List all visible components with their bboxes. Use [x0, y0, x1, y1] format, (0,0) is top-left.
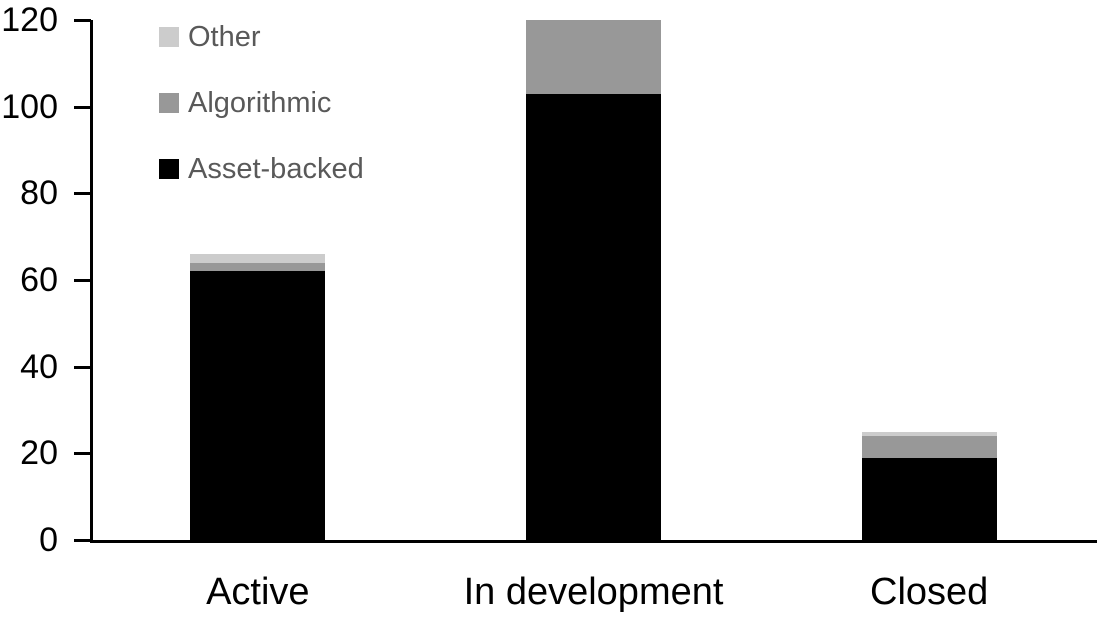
bar-segment-algorithmic [190, 262, 326, 272]
bar-segment-asset-backed [861, 457, 997, 540]
x-category-label: Active [206, 571, 310, 613]
plot-area: Other Algorithmic Asset-backed [90, 20, 1097, 543]
legend-swatch-other [159, 27, 179, 47]
bar-segment-algorithmic [861, 436, 997, 458]
bar-closed [861, 431, 997, 540]
legend-item-asset-backed: Asset-backed [159, 153, 364, 185]
x-category-label: Closed [870, 571, 989, 613]
y-tick-mark [74, 365, 91, 369]
y-tick-mark [74, 192, 91, 196]
y-tick-label: 60 [20, 261, 58, 299]
bar-segment-asset-backed [526, 93, 661, 540]
legend-swatch-algorithmic [159, 93, 179, 113]
legend-label: Algorithmic [188, 86, 332, 119]
y-tick-label: 40 [20, 347, 58, 386]
y-tick-label: 80 [20, 174, 58, 213]
bar-segment-other [861, 431, 997, 436]
x-category-label: In development [463, 571, 724, 613]
y-tick-label: 100 [1, 87, 58, 126]
legend-label: Other [188, 20, 261, 53]
y-tick-mark [74, 19, 91, 22]
legend-swatch-asset-backed [159, 159, 179, 179]
legend-item-algorithmic: Algorithmic [159, 87, 364, 119]
y-tick-mark [74, 279, 91, 282]
y-tick-label: 120 [1, 1, 58, 39]
y-tick-mark [74, 105, 91, 109]
legend: Other Algorithmic Asset-backed [159, 21, 364, 224]
y-tick-mark [74, 539, 91, 542]
bar-segment-other [190, 254, 326, 263]
y-tick-label: 0 [39, 521, 58, 559]
bar-segment-algorithmic [526, 20, 661, 94]
bar-active [190, 254, 326, 540]
legend-label: Asset-backed [188, 152, 364, 185]
legend-item-other: Other [159, 21, 364, 53]
bar-in-development [526, 20, 661, 540]
bar-segment-asset-backed [190, 271, 326, 540]
y-tick-label: 20 [20, 434, 58, 473]
y-tick-mark [74, 452, 91, 456]
